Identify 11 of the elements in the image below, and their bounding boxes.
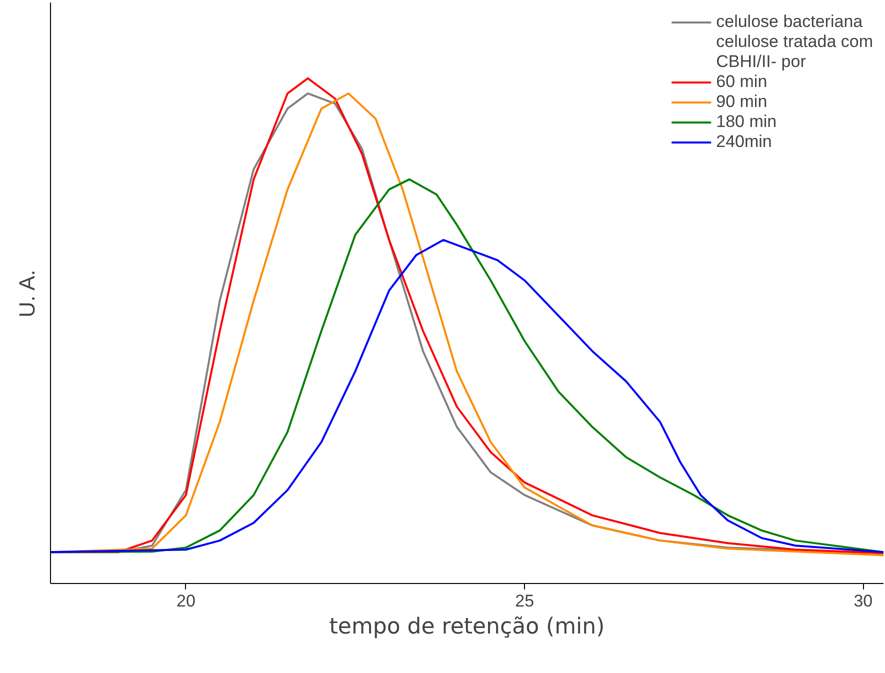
x-tick-label: 20: [176, 592, 196, 610]
x-tick-label: 25: [515, 592, 534, 610]
x-axis-title: tempo de retenção (min): [329, 614, 605, 640]
legend-title: celulose tratada com CBHI/II- por: [716, 32, 873, 72]
x-tick-label: 30: [854, 592, 873, 610]
legend-label: 180 min: [716, 112, 777, 132]
legend-label: 240min: [716, 132, 772, 152]
legend-label: celulose bacteriana: [716, 12, 863, 32]
legend-label: 60 min: [716, 72, 768, 92]
legend-label: 90 min: [716, 92, 768, 112]
y-axis-title: U. A.: [14, 270, 40, 318]
